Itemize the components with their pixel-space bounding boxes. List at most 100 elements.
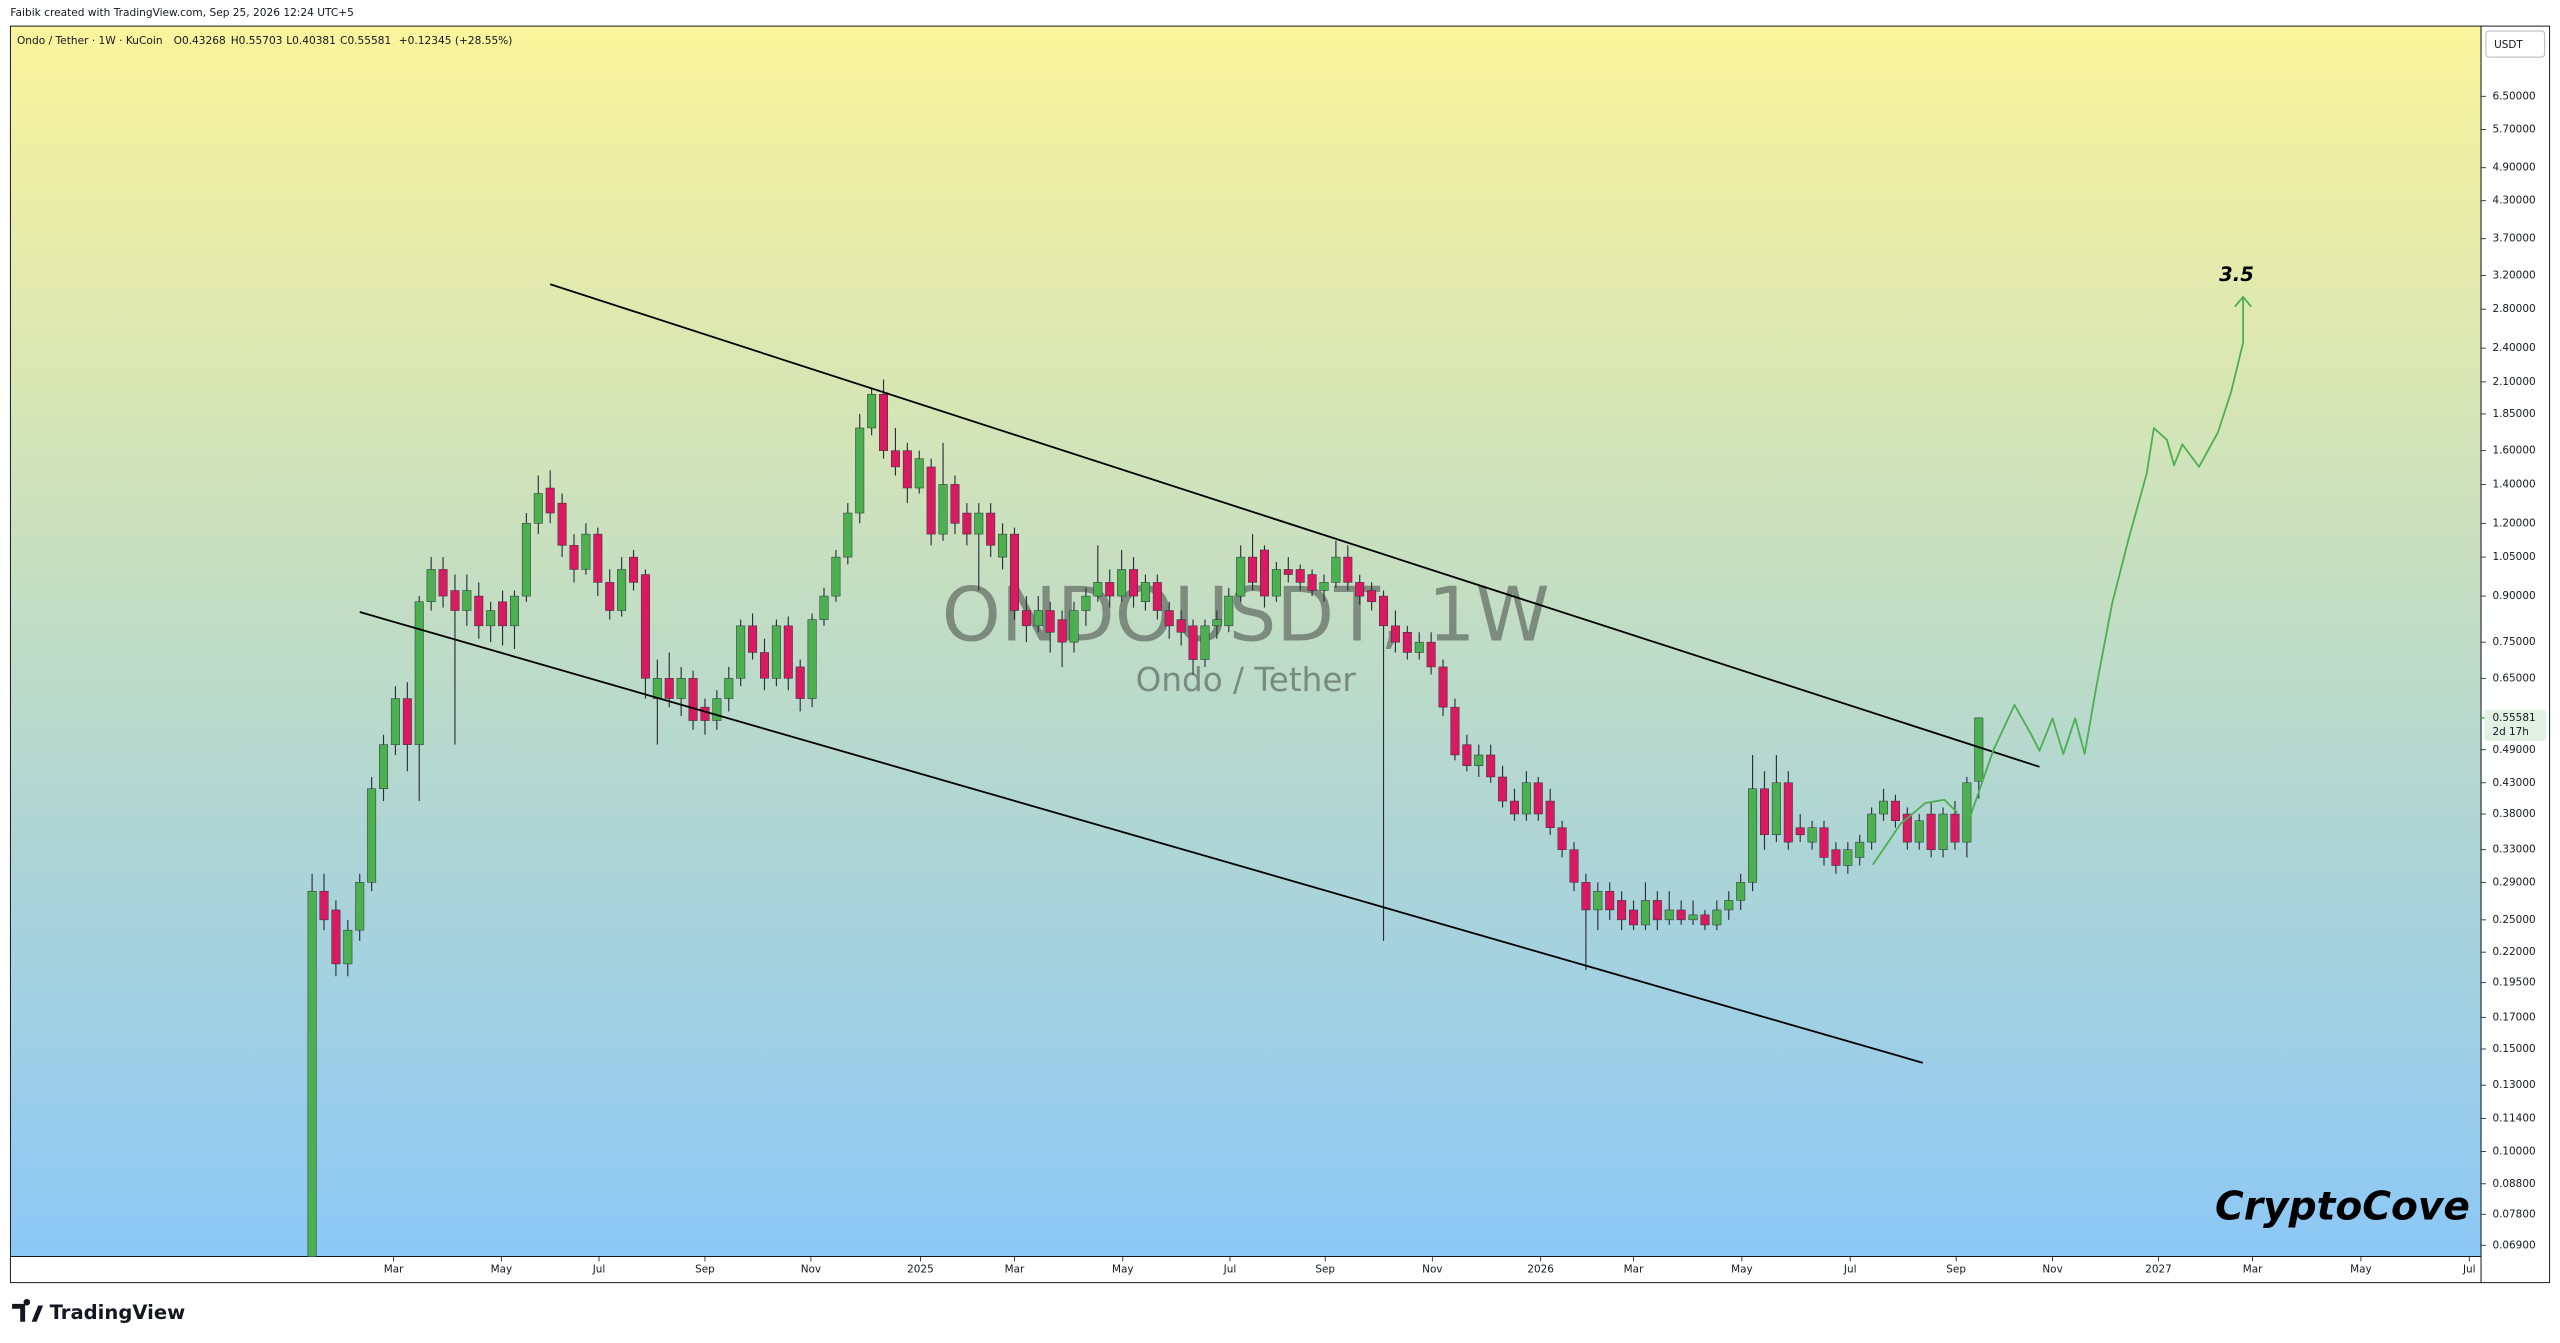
candle-body	[319, 890, 329, 921]
y-tick-label: 0.90000	[2492, 590, 2535, 602]
candle-body	[1259, 549, 1269, 597]
candle-body	[1521, 782, 1531, 815]
candle-body	[938, 484, 948, 535]
x-tick-label: Jul	[2462, 1264, 2476, 1276]
x-tick-label: May	[1112, 1264, 1134, 1276]
candle-body	[1379, 595, 1389, 627]
candle-body	[402, 698, 412, 745]
x-tick-label: Jul	[592, 1264, 606, 1276]
candle-body	[569, 545, 579, 570]
y-tick-label: 0.10000	[2492, 1145, 2535, 1157]
candle-body	[581, 533, 591, 570]
candle-body	[486, 610, 496, 627]
candle-body	[1069, 610, 1079, 643]
candle-body	[795, 666, 805, 699]
candle-body	[890, 450, 900, 468]
brand: TradingView	[50, 1301, 186, 1324]
y-tick-label: 0.11400	[2492, 1112, 2535, 1124]
y-tick-label: 2.40000	[2492, 342, 2535, 354]
created-by: Faibik created with TradingView.com, Sep…	[10, 7, 353, 19]
candle-body	[1509, 800, 1519, 815]
candle-body	[593, 533, 603, 583]
candle-body	[1962, 782, 1972, 843]
candle-body	[379, 744, 389, 789]
candle-body	[1902, 813, 1912, 843]
projection-path	[1872, 798, 1959, 866]
candle-body	[1617, 900, 1627, 921]
candle-body	[498, 601, 508, 627]
candle-body	[759, 652, 769, 679]
y-tick-label: 0.38000	[2492, 808, 2535, 820]
candle-body	[521, 523, 531, 597]
candle-body	[1474, 754, 1484, 766]
x-tick-label: Sep	[695, 1264, 715, 1276]
candle-body	[1367, 590, 1377, 602]
candle-body	[1331, 556, 1341, 583]
candle-body	[1890, 800, 1900, 822]
time-axis	[9, 1256, 2482, 1284]
y-tick-label: 1.40000	[2492, 478, 2535, 490]
candle-body	[1593, 890, 1603, 911]
candle-body	[1248, 556, 1258, 583]
candle-body	[1390, 625, 1400, 643]
candle-body	[1402, 631, 1412, 653]
candle-body	[1605, 890, 1615, 911]
legend: Ondo / Tether · 1W · KuCoin O0.43268 H0.…	[17, 35, 512, 47]
x-tick-label: Sep	[1946, 1264, 1966, 1276]
projection-path	[1969, 296, 2245, 817]
candle-body	[1688, 914, 1698, 921]
candle-body	[783, 625, 793, 679]
legend-change: +0.12345 (+28.55%)	[399, 35, 513, 47]
x-tick-label: 2027	[2145, 1264, 2172, 1276]
legend-low: L0.40381	[286, 35, 336, 47]
currency: USDT	[2494, 39, 2523, 51]
candle-body	[807, 619, 817, 699]
signature: CryptoCove	[2215, 1185, 2470, 1230]
candle-body	[1676, 909, 1686, 921]
x-tick-label: Nov	[801, 1264, 821, 1276]
candle-body	[474, 595, 484, 627]
y-tick-label: 6.50000	[2492, 90, 2535, 102]
y-tick-label: 0.15000	[2492, 1043, 2535, 1055]
y-tick-label: 0.25000	[2492, 914, 2535, 926]
y-tick-label: 0.13000	[2492, 1079, 2535, 1091]
y-tick-label: 0.17000	[2492, 1011, 2535, 1023]
candle-body	[1319, 582, 1329, 591]
x-tick-label: 2026	[1527, 1264, 1554, 1276]
y-tick-label: 5.70000	[2492, 123, 2535, 135]
candle-body	[1700, 914, 1710, 926]
candle-body	[1176, 619, 1186, 633]
candle-body	[950, 484, 960, 524]
candle-body	[998, 533, 1008, 558]
candle-body	[1914, 820, 1924, 843]
y-tick-label: 0.22000	[2492, 946, 2535, 958]
y-tick-label: 0.49000	[2492, 744, 2535, 756]
brand-icon	[12, 1298, 44, 1322]
x-tick-label: May	[2350, 1264, 2372, 1276]
candle-body	[1117, 569, 1127, 597]
y-tick-label: 0.07800	[2492, 1208, 2535, 1220]
candle-body	[1105, 582, 1115, 597]
trendline	[359, 611, 1924, 1064]
candle-body	[1533, 782, 1543, 815]
candle-body	[1188, 625, 1198, 660]
x-tick-label: May	[491, 1264, 513, 1276]
legend-high: H0.55703	[231, 35, 283, 47]
candle-body	[986, 512, 996, 546]
y-tick-label: 0.19500	[2492, 977, 2535, 989]
candle-body	[1712, 909, 1722, 926]
candle-body	[855, 427, 865, 514]
candle-body	[1748, 788, 1758, 883]
y-tick-label: 1.85000	[2492, 408, 2535, 420]
candle-body	[676, 678, 686, 699]
candle-body	[617, 569, 627, 611]
candle-body	[748, 625, 758, 653]
y-tick-label: 1.20000	[2492, 517, 2535, 529]
y-tick-label: 0.75000	[2492, 636, 2535, 648]
candle-body	[1783, 782, 1793, 843]
candle-body	[1759, 788, 1769, 836]
candle-body	[1771, 782, 1781, 836]
brand-logo: TradingView	[12, 1298, 186, 1324]
